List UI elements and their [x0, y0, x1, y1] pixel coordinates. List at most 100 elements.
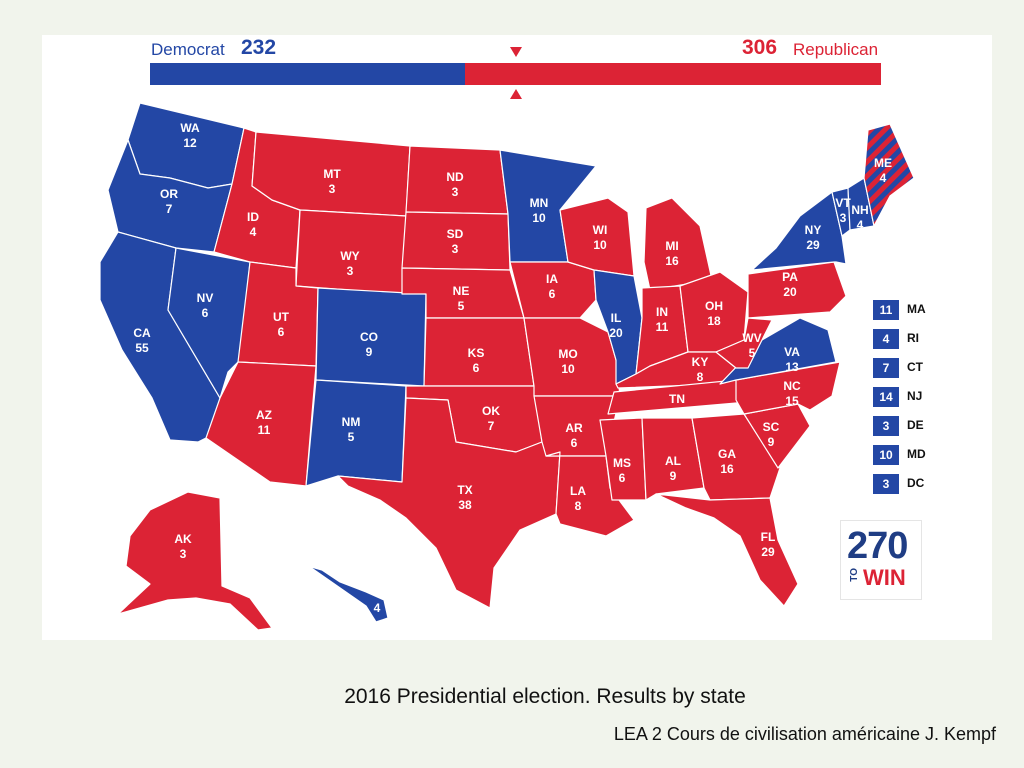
- state-votes-tn: 11: [671, 407, 684, 421]
- state-code-wa: WA: [180, 121, 200, 135]
- republican-votes: 306: [742, 36, 778, 59]
- state-code-wy: WY: [340, 249, 359, 263]
- state-votes-wv: 5: [749, 346, 756, 360]
- state-code-nm: NM: [342, 415, 361, 429]
- small-state-code: DE: [907, 418, 924, 432]
- state-code-tx: TX: [457, 483, 472, 497]
- state-fl: [655, 493, 799, 607]
- state-votes-hi: 4: [374, 601, 381, 615]
- state-code-mo: MO: [558, 347, 577, 361]
- state-votes-tx: 38: [458, 498, 472, 512]
- state-code-ar: AR: [565, 421, 583, 435]
- state-code-al: AL: [665, 454, 681, 468]
- state-code-or: OR: [160, 187, 178, 201]
- state-code-oh: OH: [705, 299, 723, 313]
- majority-marker-top-icon: [510, 47, 522, 57]
- democrat-label: Democrat: [151, 40, 225, 59]
- state-ms: [599, 417, 647, 501]
- small-state-code: CT: [907, 360, 923, 374]
- state-code-nv: NV: [197, 291, 214, 305]
- democrat-bar: [150, 63, 465, 85]
- republican-bar: [465, 63, 881, 85]
- state-votes-va: 13: [785, 360, 799, 374]
- state-code-fl: FL: [761, 530, 776, 544]
- small-state-votes: 4: [873, 329, 899, 349]
- state-code-ut: UT: [273, 310, 290, 324]
- majority-marker-bottom-icon: [510, 89, 522, 99]
- state-code-ga: GA: [718, 447, 736, 461]
- small-state-votes: 3: [873, 474, 899, 494]
- state-code-nd: ND: [446, 170, 464, 184]
- state-votes-or: 7: [166, 202, 173, 216]
- state-votes-il: 20: [609, 326, 623, 340]
- state-code-tn: TN: [669, 392, 685, 406]
- state-votes-nc: 15: [785, 394, 799, 408]
- state-votes-mn: 10: [532, 211, 546, 225]
- state-tx: [337, 397, 561, 609]
- small-state-code: NJ: [907, 389, 923, 403]
- state-votes-ak: 3: [180, 547, 187, 561]
- credit: LEA 2 Cours de civilisation américaine J…: [613, 724, 996, 744]
- state-votes-ut: 6: [278, 325, 285, 339]
- state-votes-ga: 16: [720, 462, 734, 476]
- state-code-ms: MS: [613, 456, 631, 470]
- state-code-ky: KY: [692, 355, 709, 369]
- small-state-votes: 11: [873, 300, 899, 320]
- state-votes-me: 4: [880, 171, 887, 185]
- state-hi: [299, 559, 389, 623]
- 270towin-logo: 270 TO WIN: [840, 520, 922, 600]
- logo-win: WIN: [863, 565, 906, 590]
- small-state-votes: 10: [873, 445, 899, 465]
- state-code-ak: AK: [174, 532, 192, 546]
- state-code-az: AZ: [256, 408, 272, 422]
- state-votes-mo: 10: [561, 362, 575, 376]
- state-votes-nd: 3: [452, 185, 459, 199]
- state-me: [863, 123, 915, 227]
- state-votes-id: 4: [250, 225, 257, 239]
- state-code-il: IL: [611, 311, 622, 325]
- state-votes-wi: 10: [593, 238, 607, 252]
- state-votes-mi: 16: [665, 254, 679, 268]
- state-votes-ny: 29: [806, 238, 820, 252]
- state-ak: [117, 491, 273, 631]
- state-votes-ks: 6: [473, 361, 480, 375]
- state-votes-ky: 8: [697, 370, 704, 384]
- state-code-mt: MT: [323, 167, 341, 181]
- small-state-votes: 3: [873, 416, 899, 436]
- small-state-votes: 14: [873, 387, 899, 407]
- state-votes-nv: 6: [202, 306, 209, 320]
- logo-number: 270: [847, 525, 908, 567]
- state-votes-ms: 6: [619, 471, 626, 485]
- state-code-nc: NC: [783, 379, 801, 393]
- state-code-ny: NY: [805, 223, 822, 237]
- state-votes-co: 9: [366, 345, 373, 359]
- state-votes-wa: 12: [183, 136, 197, 150]
- state-az: [205, 361, 317, 487]
- state-votes-nh: 4: [857, 218, 864, 232]
- state-code-vt: VT: [835, 196, 851, 210]
- state-votes-pa: 20: [783, 285, 797, 299]
- state-votes-fl: 29: [761, 545, 775, 559]
- state-votes-nm: 5: [348, 430, 355, 444]
- state-code-wv: WV: [742, 331, 761, 345]
- state-code-la: LA: [570, 484, 586, 498]
- state-votes-sc: 9: [768, 435, 775, 449]
- state-code-ks: KS: [468, 346, 485, 360]
- state-votes-mt: 3: [329, 182, 336, 196]
- state-code-nh: NH: [851, 203, 868, 217]
- state-code-ok: OK: [482, 404, 500, 418]
- state-code-ia: IA: [546, 272, 558, 286]
- state-ny: [751, 191, 847, 271]
- state-votes-ca: 55: [135, 341, 149, 355]
- state-votes-ne: 5: [458, 299, 465, 313]
- state-votes-ok: 7: [488, 419, 495, 433]
- state-wv: [715, 317, 773, 369]
- state-code-ca: CA: [133, 326, 151, 340]
- republican-label: Republican: [793, 40, 879, 59]
- state-nc: [735, 361, 841, 415]
- state-code-wi: WI: [593, 223, 608, 237]
- state-code-ne: NE: [453, 284, 470, 298]
- state-code-sc: SC: [763, 420, 780, 434]
- state-votes-sd: 3: [452, 242, 459, 256]
- state-code-mn: MN: [530, 196, 549, 210]
